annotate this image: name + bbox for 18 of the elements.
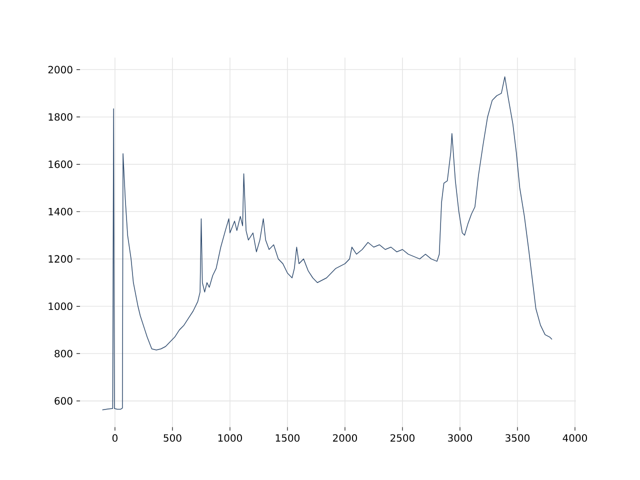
- line-series: [102, 76, 552, 410]
- y-tick-label: 800: [54, 350, 72, 358]
- x-tick-label: 3000: [448, 434, 472, 442]
- x-tick-label: 0: [112, 434, 118, 442]
- x-tick-label: 1000: [218, 434, 242, 442]
- y-tick-label: 1600: [48, 160, 72, 168]
- x-tick-label: 2000: [333, 434, 357, 442]
- x-tick-label: 1500: [276, 434, 300, 442]
- x-tick-label: 3500: [506, 434, 530, 442]
- x-tick-label: 2500: [390, 434, 414, 442]
- y-tick-label: 2000: [48, 66, 72, 74]
- y-tick-label: 1000: [48, 302, 72, 310]
- y-tick-label: 600: [54, 397, 72, 405]
- y-tick-label: 1200: [48, 255, 72, 263]
- y-tick-label: 1400: [48, 208, 72, 216]
- y-tick-label: 1800: [48, 113, 72, 121]
- x-tick-label: 4000: [562, 434, 587, 442]
- x-tick-label: 500: [164, 434, 182, 442]
